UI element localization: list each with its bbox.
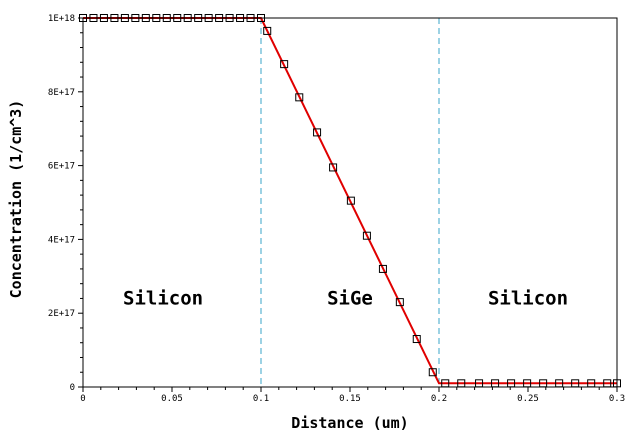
region-label: SiGe xyxy=(327,287,373,309)
y-tick-label: 1E+18 xyxy=(48,14,75,24)
x-tick-label: 0.2 xyxy=(431,394,447,404)
data-point-marker xyxy=(346,196,355,205)
data-point-marker xyxy=(412,335,421,344)
data-series xyxy=(79,14,621,388)
y-tick-label: 4E+17 xyxy=(48,235,75,245)
x-axis-title: Distance (um) xyxy=(291,414,408,432)
x-tick-label: 0.1 xyxy=(253,394,269,404)
y-tick-label: 0 xyxy=(70,383,75,393)
x-tick-label: 0.25 xyxy=(517,394,539,404)
x-tick-label: 0.3 xyxy=(609,394,625,404)
y-tick-label: 6E+17 xyxy=(48,162,75,172)
data-point-marker xyxy=(362,231,371,240)
x-tick-label: 0.05 xyxy=(161,394,183,404)
y-tick-label: 2E+17 xyxy=(48,309,75,319)
region-boundaries xyxy=(260,18,440,387)
region-label: Silicon xyxy=(488,287,568,309)
data-point-marker xyxy=(395,298,404,307)
y-tick-label: 8E+17 xyxy=(48,88,75,98)
region-labels: Silicon SiGe Silicon xyxy=(123,287,568,309)
x-tick-label: 0.15 xyxy=(339,394,361,404)
data-point-marker xyxy=(280,60,289,69)
data-point-marker xyxy=(329,163,338,172)
data-point-marker xyxy=(378,264,387,273)
region-label: Silicon xyxy=(123,287,203,309)
y-axis-title: Concentration (1/cm^3) xyxy=(7,100,25,299)
x-tick-label: 0 xyxy=(80,394,85,404)
data-point-marker xyxy=(428,368,437,377)
data-point-marker xyxy=(295,93,304,102)
data-point-marker xyxy=(263,26,272,35)
axes: 0 0.05 0.1 0.15 0.2 0.25 0.3 0 2E+17 4E+17 6E+17 8E… xyxy=(48,14,625,404)
concentration-line xyxy=(83,17,617,385)
data-point-marker xyxy=(313,128,322,137)
